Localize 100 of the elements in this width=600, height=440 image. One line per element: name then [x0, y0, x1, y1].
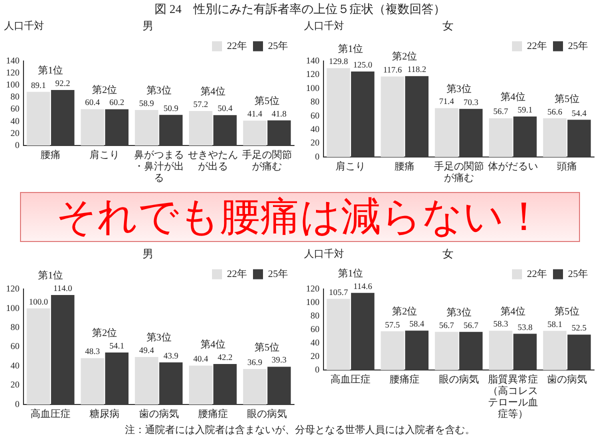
y-tick-label: 120 — [306, 284, 320, 294]
y-tick-label: 20 — [10, 380, 20, 390]
legend-label: 25年 — [568, 268, 588, 280]
y-axis-title: 人口千対 — [304, 20, 344, 32]
y-axis-title: 人口千対 — [4, 20, 44, 32]
bar — [326, 68, 350, 157]
annotation: 第2位 — [392, 305, 418, 318]
data-label: 58.1 — [547, 318, 562, 329]
data-label: 117.6 — [383, 64, 402, 75]
x-tick-label: 腰痛症 — [390, 373, 420, 386]
bar — [434, 332, 458, 370]
chart-title: 男 — [142, 248, 154, 260]
data-label: 125.0 — [353, 59, 372, 70]
x-tick-label: 手足の関節が痛む — [434, 160, 484, 184]
data-label: 56.7 — [493, 106, 508, 116]
x-tick-label: 体がだるい — [488, 160, 538, 172]
data-label: 50.9 — [163, 102, 178, 113]
y-tick-label: 80 — [310, 310, 320, 320]
y-tick-label: 80 — [10, 92, 20, 102]
data-label: 58.3 — [493, 318, 508, 329]
data-label: 41.4 — [247, 108, 263, 119]
x-tick-label: 肩こり — [336, 160, 366, 172]
bar — [188, 111, 212, 146]
x-tick-label: 腰痛 — [40, 148, 61, 161]
y-tick-label: 120 — [6, 68, 20, 78]
y-tick-label: 60 — [310, 110, 320, 120]
data-label: 54.1 — [109, 340, 124, 351]
data-label: 58.4 — [409, 318, 426, 329]
legend-label: 25年 — [268, 40, 288, 52]
data-label: 57.2 — [193, 99, 208, 110]
data-label: 56.7 — [463, 320, 478, 330]
data-label: 56.6 — [547, 106, 562, 116]
data-label: 56.7 — [439, 320, 454, 330]
y-tick-label: 100 — [306, 297, 320, 308]
x-tick-label: 腰痛 — [394, 160, 415, 172]
bar — [326, 298, 350, 370]
bar — [26, 92, 50, 146]
bar — [243, 120, 266, 146]
data-label: 58.9 — [139, 98, 154, 108]
data-label: 50.4 — [218, 103, 234, 114]
data-label: 49.4 — [139, 345, 155, 356]
x-tick-label: 手足の関節が痛む — [242, 148, 292, 172]
text: 第1位 — [338, 42, 364, 55]
x-tick-label: 歯の病気 — [138, 408, 179, 420]
data-label: 57.5 — [385, 319, 400, 330]
annotation: 第4位 — [200, 338, 226, 351]
y-tick-label: 100 — [6, 80, 20, 90]
bar — [134, 110, 158, 146]
data-label: 118.2 — [407, 64, 426, 74]
data-label: 43.9 — [163, 350, 178, 360]
y-tick-label: 140 — [306, 56, 320, 66]
data-label: 42.2 — [218, 352, 232, 362]
y-tick-label: 120 — [306, 69, 320, 80]
bar — [26, 308, 50, 404]
data-label: 114.6 — [353, 280, 372, 291]
bar — [134, 357, 158, 404]
y-tick-label: 40 — [10, 360, 20, 370]
chart-title: 図 24 性別にみた有訴者率の上位５症状（複数回答） — [154, 2, 446, 16]
data-label: 71.4 — [439, 96, 455, 106]
chart-subtitle: 男 — [142, 20, 154, 32]
bar — [543, 118, 566, 157]
x-tick-label: 鼻がつまる・鼻汁が出る — [134, 148, 184, 184]
x-tick-label: 肩こり — [90, 148, 120, 161]
x-tick-label: 眼の病気 — [246, 408, 287, 420]
x-tick-label: 眼の病気 — [438, 373, 479, 386]
data-label: 54.4 — [572, 108, 588, 118]
y-tick-label: 20 — [310, 350, 320, 361]
y-tick-label: 60 — [310, 324, 320, 334]
annotation: 第2位 — [92, 84, 118, 96]
bar — [488, 330, 512, 370]
y-tick-label: 80 — [310, 96, 320, 107]
bar — [488, 118, 512, 157]
y-tick-label: 120 — [6, 284, 20, 294]
annotation: 第3位 — [146, 84, 172, 97]
annotation: 第3位 — [146, 332, 172, 344]
bar — [543, 330, 566, 370]
annotation: 第4位 — [500, 305, 526, 318]
legend-label: 22年 — [227, 40, 247, 52]
y-tick-label: 80 — [10, 322, 20, 332]
annotation: 第5位 — [554, 306, 580, 318]
y-tick-label: 20 — [310, 138, 320, 148]
x-tick-label: 歯の病気 — [546, 373, 587, 386]
data-label: 105.7 — [328, 286, 348, 297]
text: それでも腰痛は減らない！ — [56, 195, 544, 239]
bar — [380, 331, 404, 370]
text: 第1位 — [338, 267, 364, 280]
y-tick-label: 0 — [15, 398, 20, 409]
data-label: 89.1 — [30, 80, 46, 90]
y-tick-label: 40 — [10, 116, 20, 126]
y-tick-label: 140 — [6, 56, 20, 66]
y-axis-title: 人口千対 — [304, 248, 344, 260]
annotation: 第3位 — [446, 82, 472, 95]
annotation: 第5位 — [254, 341, 280, 354]
y-tick-label: 0 — [315, 364, 320, 374]
y-tick-label: 20 — [10, 128, 20, 138]
data-label: 60.2 — [109, 97, 124, 108]
data-label: 39.3 — [272, 354, 287, 365]
x-tick-label: せきやたんが出る — [188, 150, 238, 172]
x-tick-label: 腰痛症 — [198, 408, 228, 420]
bar — [243, 369, 266, 404]
